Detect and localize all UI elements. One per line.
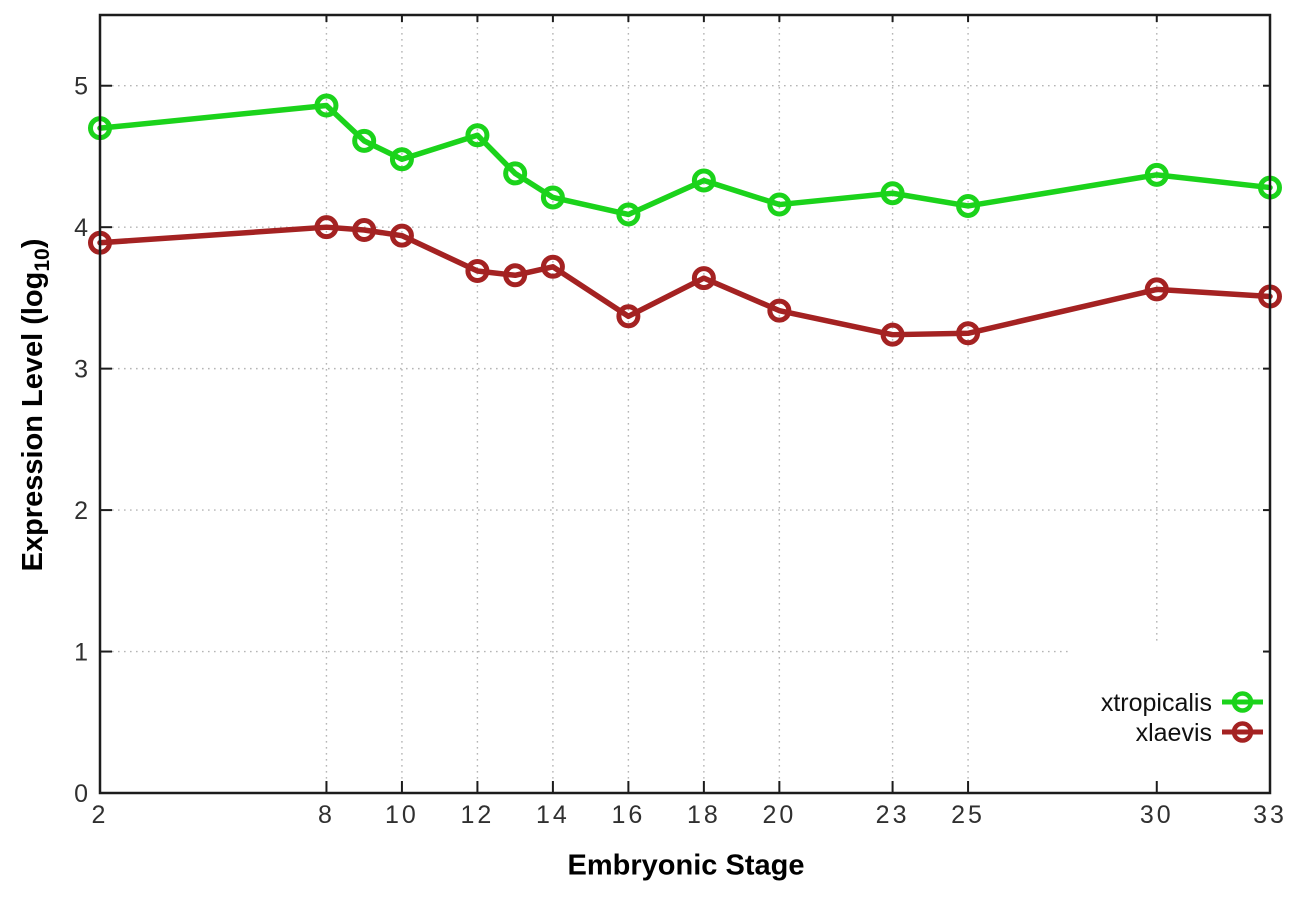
y-tick-label: 4 bbox=[74, 214, 88, 242]
data-point-marker-xtropicalis bbox=[1144, 162, 1169, 187]
legend-label-xtropicalis: xtropicalis bbox=[1101, 689, 1212, 717]
data-point-marker-xtropicalis bbox=[389, 147, 414, 172]
y-axis-title-subscript: 10 bbox=[31, 248, 54, 272]
x-tick-label: 12 bbox=[461, 801, 495, 829]
x-tick-label: 16 bbox=[611, 801, 645, 829]
data-point-marker-xlaevis bbox=[314, 215, 339, 240]
data-point-marker-xtropicalis bbox=[616, 202, 641, 227]
data-point-marker-xtropicalis bbox=[880, 181, 905, 206]
legend-marker-xtropicalis bbox=[1231, 691, 1254, 713]
y-axis-title-text: Expression Level (log bbox=[17, 271, 49, 572]
data-point-marker-xlaevis bbox=[880, 322, 905, 347]
y-axis-title-suffix: ) bbox=[17, 238, 49, 249]
data-point-marker-xtropicalis bbox=[956, 193, 981, 218]
data-point-marker-xtropicalis bbox=[352, 128, 377, 153]
y-tick-label: 2 bbox=[74, 497, 88, 525]
data-point-marker-xlaevis bbox=[352, 218, 377, 243]
x-tick-label: 10 bbox=[385, 801, 419, 829]
series-line-xtropicalis bbox=[97, 102, 1273, 218]
x-axis-title: Embryonic Stage bbox=[567, 849, 805, 882]
data-point-marker-xlaevis bbox=[389, 223, 414, 248]
data-point-marker-xlaevis bbox=[503, 263, 528, 288]
x-tick-label: 8 bbox=[318, 801, 335, 829]
legend-background bbox=[1072, 643, 1268, 781]
y-tick-label: 1 bbox=[74, 639, 88, 667]
legend-label-xlaevis: xlaevis bbox=[1136, 719, 1212, 747]
x-tick-label: 23 bbox=[876, 801, 910, 829]
y-tick-label: 0 bbox=[74, 780, 88, 808]
data-point-marker-xlaevis bbox=[956, 321, 981, 346]
data-point-marker-xtropicalis bbox=[465, 123, 490, 148]
y-axis-title: Expression Level (log10) bbox=[17, 239, 55, 572]
data-point-marker-xlaevis bbox=[465, 259, 490, 284]
data-point-marker-xlaevis bbox=[616, 304, 641, 329]
legend-marker-xlaevis bbox=[1231, 721, 1254, 743]
data-point-marker-xlaevis bbox=[1144, 277, 1169, 302]
data-point-marker-xtropicalis bbox=[503, 161, 528, 186]
y-tick-label: 5 bbox=[74, 73, 88, 101]
y-tick-label: 3 bbox=[74, 356, 88, 384]
x-tick-label: 33 bbox=[1253, 801, 1287, 829]
data-point-marker-xlaevis bbox=[767, 298, 792, 323]
plot-border bbox=[98, 13, 1272, 795]
data-point-marker-xtropicalis bbox=[767, 192, 792, 217]
data-point-marker-xlaevis bbox=[691, 266, 716, 291]
data-point-marker-xtropicalis bbox=[540, 185, 565, 210]
data-point-marker-xtropicalis bbox=[314, 93, 339, 118]
x-tick-label: 30 bbox=[1140, 801, 1174, 829]
x-tick-label: 25 bbox=[951, 801, 985, 829]
data-point-marker-xlaevis bbox=[540, 254, 565, 279]
x-tick-label: 14 bbox=[536, 801, 570, 829]
x-tick-label: 2 bbox=[92, 801, 109, 829]
x-tick-label: 18 bbox=[687, 801, 721, 829]
x-tick-label: 20 bbox=[762, 801, 796, 829]
data-point-marker-xtropicalis bbox=[691, 168, 716, 193]
series-line-xlaevis bbox=[97, 224, 1273, 338]
